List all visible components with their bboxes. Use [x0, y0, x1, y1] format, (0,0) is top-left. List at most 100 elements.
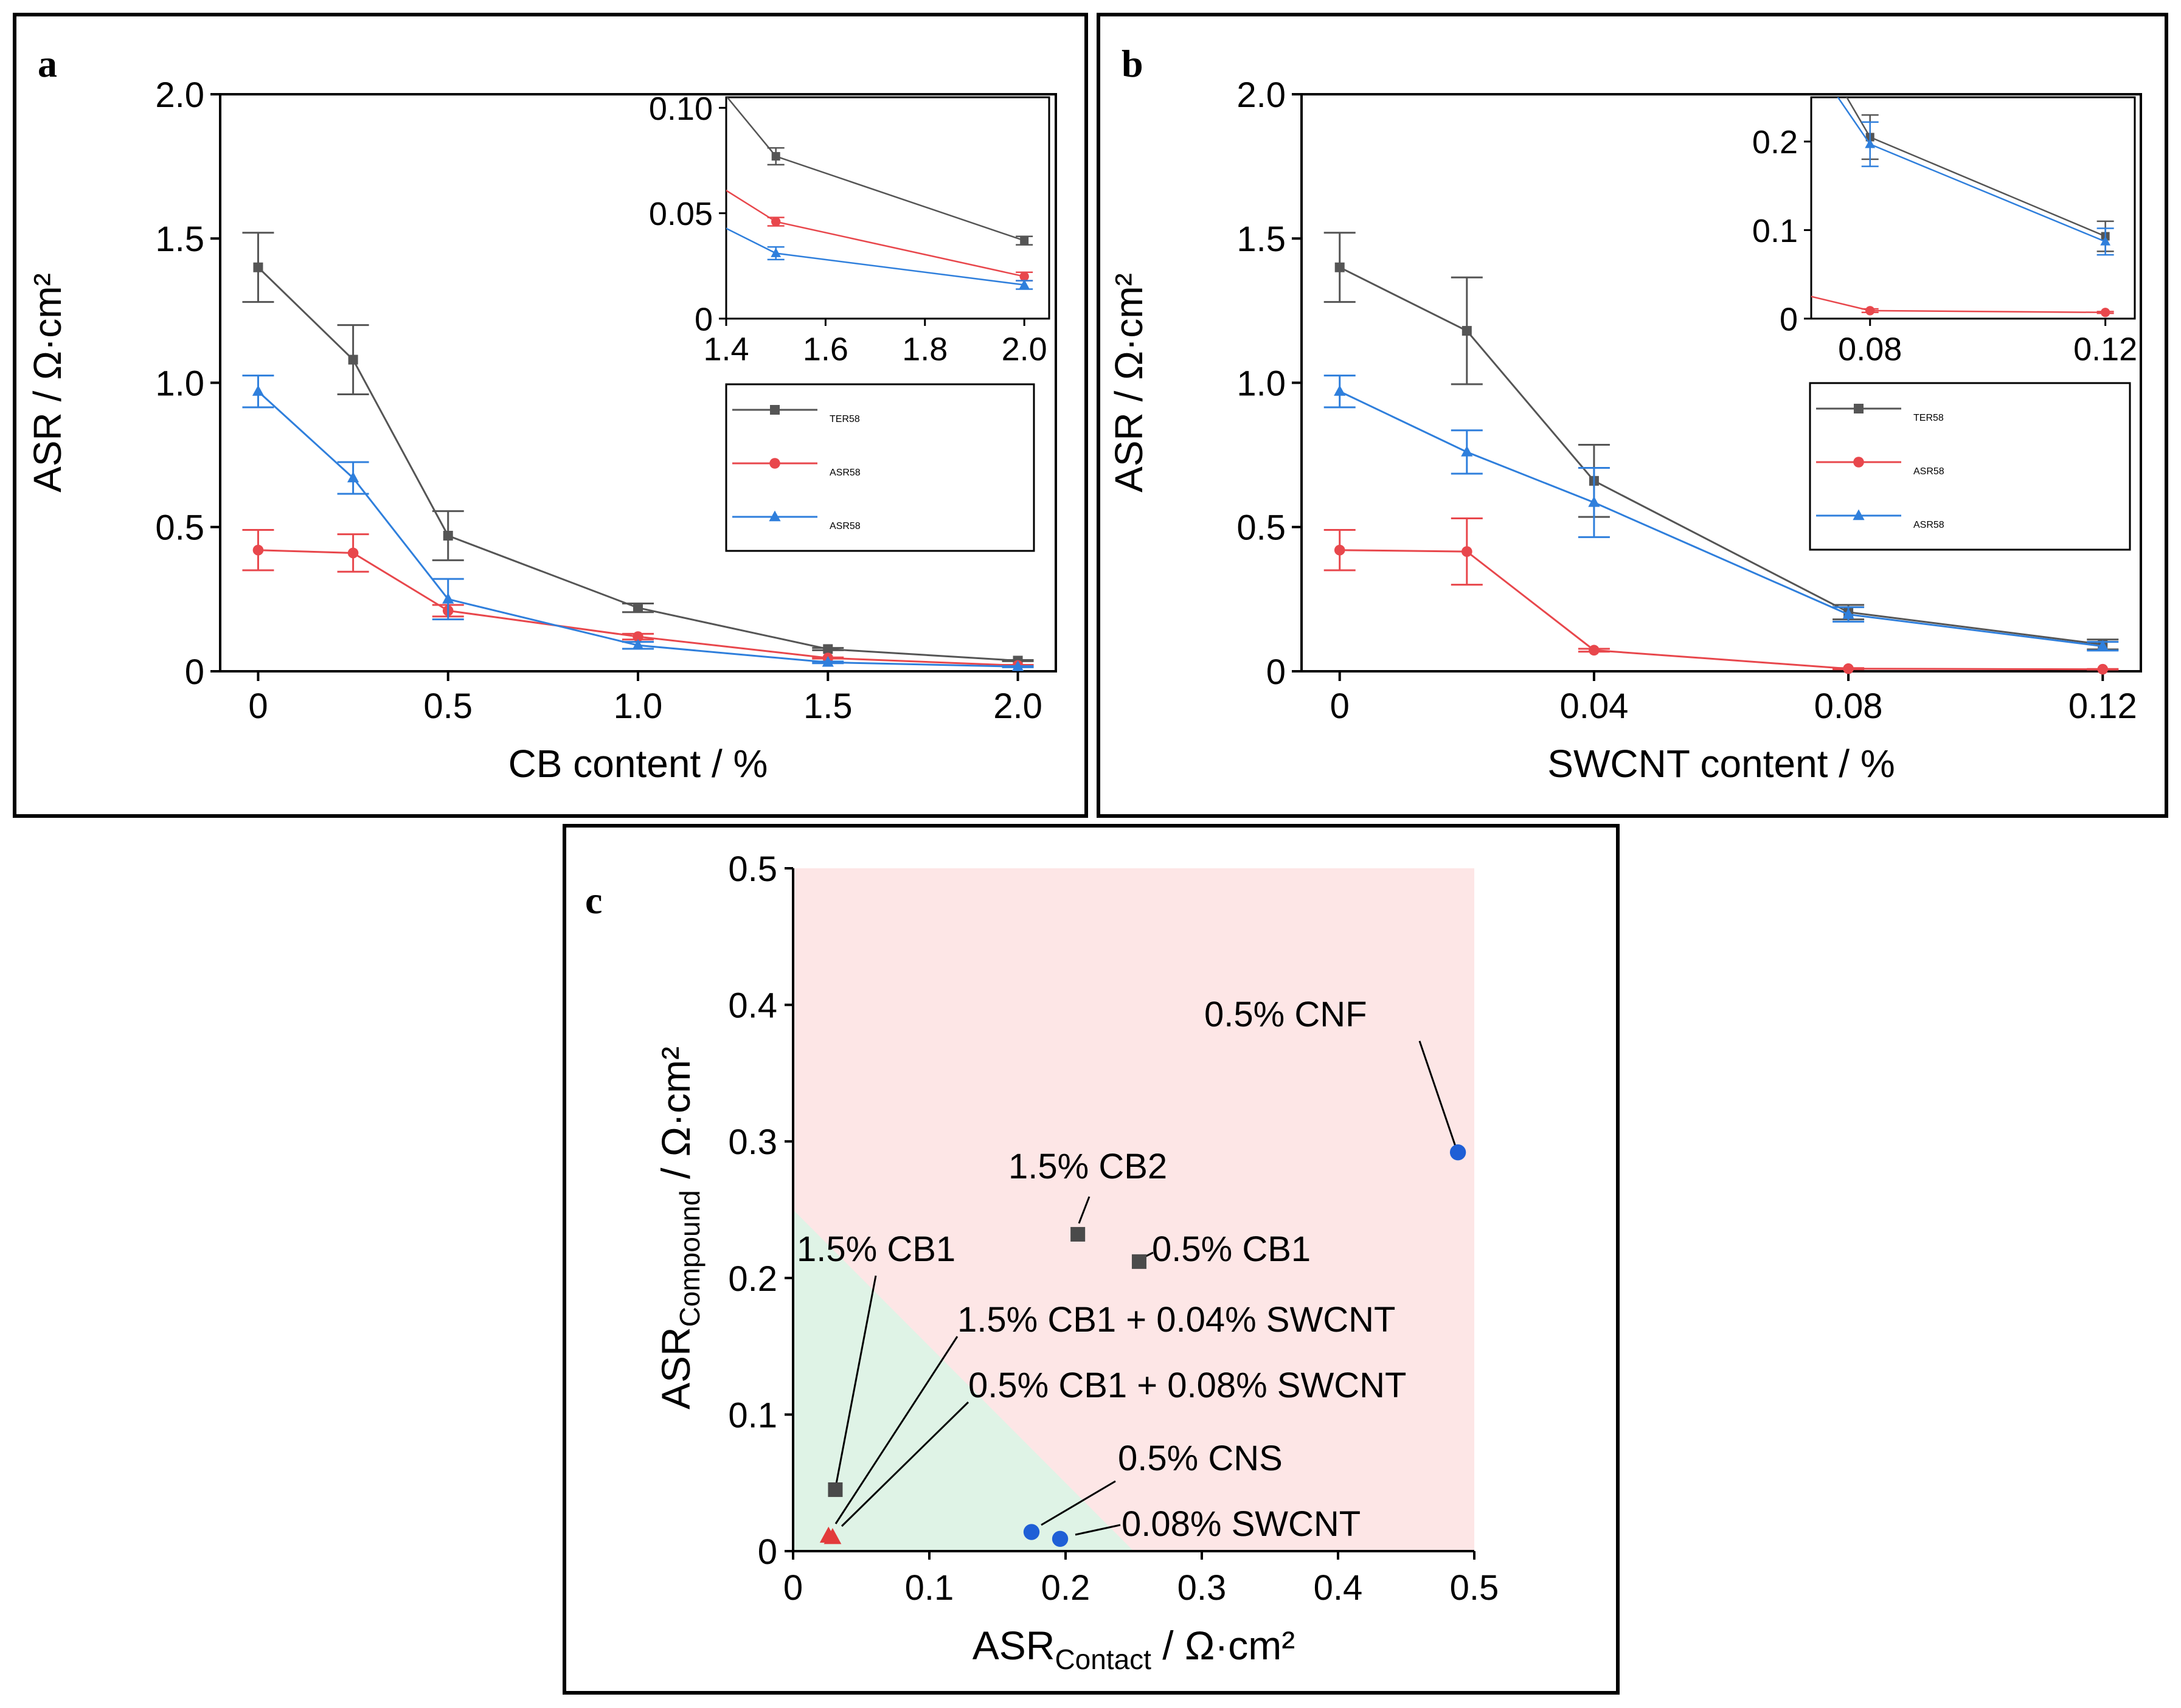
panel-a-inset-ytick-label: 0.05	[649, 196, 713, 232]
panel-c-leader-line	[841, 1401, 969, 1527]
panel-b-data-point	[1588, 496, 1600, 507]
panel-b-inset-ytick-label: 0.1	[1752, 213, 1798, 249]
panel-b-data-point	[1334, 262, 1345, 272]
panel-b-inset-ytick-label: 0.2	[1752, 124, 1798, 161]
panel-a-letter: a	[38, 42, 57, 85]
panel-a-data-point	[632, 638, 644, 650]
panel-a-inset-series-line-2	[726, 227, 1025, 286]
panel-b-xtick-label: 0.08	[1814, 686, 1883, 726]
panel-c-xtick-label: 0	[783, 1568, 803, 1608]
panel-c-point-label: 0.5% CNF	[1204, 995, 1367, 1034]
panel-c-leader-line	[834, 1336, 959, 1524]
panel-a-series-group	[242, 232, 1034, 671]
panel-b-inset-ytick-label: 0	[1780, 301, 1798, 337]
panel-a-inset-xtick-label: 1.4	[703, 331, 749, 368]
panel-c-good-region	[793, 1209, 1134, 1551]
panel-a-legend-marker-0	[770, 405, 780, 415]
panel-a-ytick-label: 1.0	[155, 364, 204, 403]
panel-c-data-point	[1070, 1226, 1086, 1242]
panel-a-ytick-label: 1.5	[155, 220, 204, 259]
panel-b-xtick-label: 0	[1330, 686, 1350, 726]
panel-c-letter: c	[585, 879, 602, 922]
svg-text:TER58: TER58	[830, 414, 860, 424]
panel-a-data-point	[253, 262, 263, 272]
panel-b-inset-series-line-2	[1837, 97, 2106, 243]
panel-a-inset-data-point	[771, 247, 782, 257]
panel-b-data-point	[1334, 385, 1346, 396]
panel-b-frame	[1097, 13, 2168, 818]
panel-c-ytick-label: 0.5	[728, 849, 777, 889]
panel-a-legend-marker-1	[769, 458, 780, 469]
panel-c-xtick-label: 0.3	[1177, 1568, 1227, 1608]
panel-a-ytick-label: 2.0	[155, 75, 204, 115]
panel-b-letter: b	[1122, 42, 1143, 85]
panel-c-ytick-label: 0.1	[728, 1395, 777, 1435]
panel-b-data-point	[1462, 546, 1472, 557]
panel-b-legend-marker-1	[1853, 457, 1864, 468]
panel-a-plot: 0 0.5 1.0 1.5 2.0 0 0.5 1.0 1.5 2.0 CB content / %…	[26, 75, 1057, 786]
panel-a-data-point	[633, 603, 643, 613]
panel-a-inset-series-line-0	[726, 97, 1025, 241]
panel-a-legend-marker-2	[769, 510, 781, 522]
panel-a-inset-ytick-label: 0.10	[649, 91, 713, 127]
panel-a-inset-axes-box	[725, 96, 1050, 320]
panel-b-inset-data-point	[1630, 249, 1639, 258]
panel-c-xtick-label: 0.1	[905, 1568, 954, 1608]
panel-a-xlabel: CB content / %	[508, 742, 768, 786]
panel-b-inset-data-point	[1865, 139, 1876, 148]
panel-b-xlabel: SWCNT content / %	[1547, 742, 1895, 786]
panel-b-data-point	[1461, 445, 1473, 457]
panel-c-leader-line	[1418, 1040, 1457, 1149]
panel-c-leader-line	[1078, 1196, 1090, 1224]
panel-a-inset-data-point	[771, 152, 780, 161]
panel-a-inset-data-point	[1020, 236, 1029, 245]
panel-b-inset-xtick-label: 0.08	[1838, 331, 1902, 368]
panel-c-point-label: 1.5% CB1 + 0.04% SWCNT	[957, 1300, 1395, 1340]
panel-b-ytick-label: 2.0	[1236, 75, 1286, 115]
panel-c-leader-line	[1041, 1480, 1116, 1526]
panel-b-inset-xtick-label: 0.12	[2073, 331, 2137, 368]
panel-b-legend-marker-2	[1853, 509, 1865, 520]
panel-a-data-point	[252, 385, 265, 396]
panel-a-xtick-label: 0	[248, 686, 268, 726]
panel-c-data-point	[824, 1527, 842, 1544]
svg-text:ASR58: ASR58	[1913, 466, 1944, 477]
panel-a-data-point	[633, 631, 643, 642]
panel-c-ytick-label: 0.2	[728, 1259, 777, 1299]
panel-a-xtick-label: 1.0	[614, 686, 663, 726]
panel-a-frame	[13, 13, 1088, 818]
svg-text:ASR58: ASR58	[830, 521, 861, 531]
panel-a-xtick-label: 0.5	[423, 686, 473, 726]
panel-a-data-point	[443, 530, 453, 541]
panel-c-data-point	[828, 1482, 843, 1497]
panel-b-ytick-label: 1.0	[1236, 364, 1286, 403]
panel-a-inset-series-line-1	[726, 189, 1025, 277]
panel-c-frame	[563, 824, 1620, 1695]
panel-a-data-point	[442, 592, 454, 604]
panel-c-ytick-label: 0.3	[728, 1122, 777, 1162]
panel-a-ytick-label: 0	[185, 652, 204, 692]
panel-b-series-line-1	[1339, 549, 2103, 671]
panel-c-leader-line	[835, 1275, 877, 1484]
panel-c-xtick-label: 0.5	[1450, 1568, 1499, 1608]
panel-c-point-label: 1.5% CB1	[797, 1229, 955, 1269]
panel-c-ytick-label: 0	[758, 1532, 777, 1572]
panel-c-xtick-label: 0.2	[1041, 1568, 1090, 1608]
panel-b-inset-series-line-1	[1811, 296, 2106, 314]
panel-c-xtick-label: 0.4	[1314, 1568, 1363, 1608]
panel-a-inset-series-group	[726, 97, 1033, 290]
panel-b-ytick-label: 1.5	[1236, 220, 1286, 259]
panel-a-inset-data-point	[771, 216, 781, 227]
panel-b-data-point	[1842, 608, 1854, 619]
panel-b-inset-axes-box	[1810, 96, 2136, 320]
panel-c-point-label: 0.08% SWCNT	[1122, 1504, 1361, 1544]
panel-b-series-group	[1323, 232, 2119, 675]
panel-a-inset-xtick-label: 1.6	[803, 331, 848, 368]
panel-b-ytick-label: 0	[1266, 652, 1286, 692]
panel-c-ytick-label: 0.4	[728, 986, 777, 1026]
panel-a-data-point	[347, 471, 359, 483]
panel-b-xtick-label: 0.12	[2068, 686, 2137, 726]
panel-a-inset-xtick-label: 1.8	[902, 331, 948, 368]
